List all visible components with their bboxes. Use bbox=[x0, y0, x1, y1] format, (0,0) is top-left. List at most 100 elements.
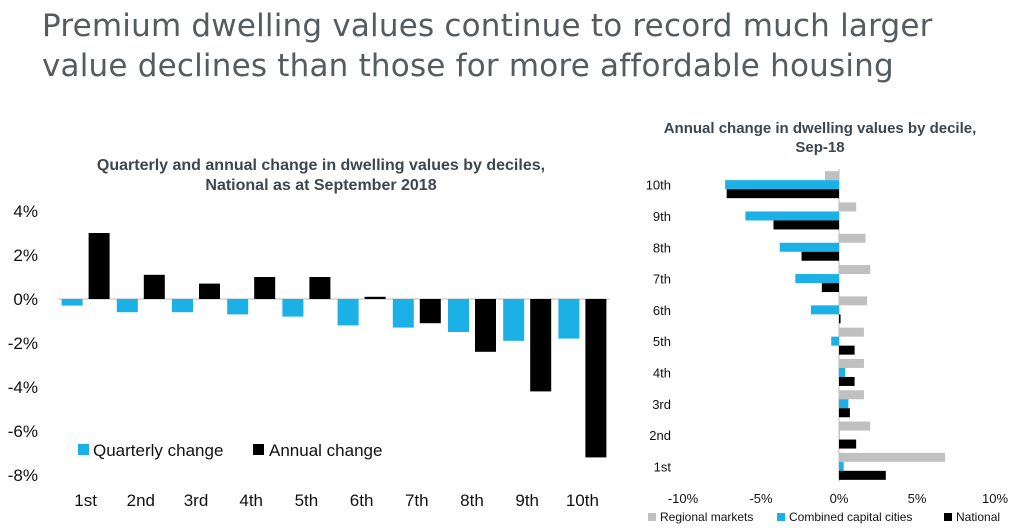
left-bar-annual-10th bbox=[585, 299, 607, 458]
left-bar-annual-6th bbox=[364, 296, 386, 299]
left-x-tick-label: 5th bbox=[295, 491, 319, 510]
right-bar-combined-1st bbox=[839, 461, 844, 471]
slide-title: Premium dwelling values continue to reco… bbox=[42, 6, 1002, 86]
legend-swatch-quarterly bbox=[78, 444, 89, 455]
right-y-tick-label: 1st bbox=[654, 459, 672, 474]
right-bar-regional-8th bbox=[839, 233, 866, 243]
right-x-tick-label: 0% bbox=[830, 491, 849, 506]
left-y-tick-label: 4% bbox=[13, 202, 38, 221]
right-bar-regional-3rd bbox=[839, 390, 864, 400]
left-x-tick-label: 9th bbox=[515, 491, 539, 510]
legend-label-national: National bbox=[956, 510, 1000, 524]
legend-label-annual: Annual change bbox=[269, 441, 382, 460]
right-bar-national-2nd bbox=[839, 439, 857, 449]
left-bar-annual-9th bbox=[530, 299, 552, 392]
left-x-tick-label: 6th bbox=[350, 491, 374, 510]
right-bar-regional-1st bbox=[839, 452, 946, 462]
right-bar-combined-5th bbox=[831, 336, 839, 346]
left-y-tick-label: 2% bbox=[13, 246, 38, 265]
left-bar-annual-2nd bbox=[143, 274, 165, 299]
right-x-tick-label: -5% bbox=[749, 491, 773, 506]
right-y-tick-label: 9th bbox=[653, 209, 671, 224]
legend-label-combined: Combined capital cities bbox=[789, 510, 912, 524]
right-bar-national-7th bbox=[821, 283, 839, 293]
right-x-tick-label: -10% bbox=[668, 491, 699, 506]
left-x-tick-label: 7th bbox=[405, 491, 429, 510]
right-bar-national-1st bbox=[839, 470, 886, 480]
right-x-tick-label: 5% bbox=[908, 491, 927, 506]
left-bar-quarterly-2nd bbox=[116, 299, 138, 313]
left-bar-quarterly-10th bbox=[558, 299, 580, 339]
legend-swatch-annual bbox=[253, 444, 264, 455]
right-bar-regional-6th bbox=[839, 296, 868, 306]
right-bar-national-8th bbox=[801, 251, 839, 261]
left-legend: Quarterly change Annual change bbox=[78, 441, 382, 460]
left-bar-annual-7th bbox=[419, 299, 441, 324]
right-bar-combined-10th bbox=[725, 180, 839, 190]
right-y-tick-label: 6th bbox=[653, 303, 671, 318]
left-bar-annual-3rd bbox=[199, 283, 220, 299]
right-y-tick-label: 4th bbox=[653, 365, 671, 380]
right-bar-regional-10th bbox=[824, 171, 839, 181]
decile-column-chart: Quarterly and annual change in dwelling … bbox=[8, 157, 610, 510]
legend-swatch-combined bbox=[777, 513, 785, 521]
left-y-tick-label: -6% bbox=[8, 422, 38, 441]
legend-label-quarterly: Quarterly change bbox=[93, 441, 223, 460]
right-bar-combined-3rd bbox=[839, 399, 849, 409]
right-bar-regional-4th bbox=[839, 358, 864, 368]
left-bar-annual-4th bbox=[254, 277, 276, 299]
right-bar-national-6th bbox=[839, 314, 841, 324]
left-x-tick-label: 2nd bbox=[127, 491, 155, 510]
legend-label-regional: Regional markets bbox=[660, 510, 753, 524]
right-x-axis: -10% -5% 0% 5% 10% bbox=[668, 491, 1009, 506]
left-y-tick-label: 0% bbox=[13, 290, 38, 309]
right-y-tick-label: 3rd bbox=[652, 397, 671, 412]
left-bar-quarterly-7th bbox=[392, 299, 414, 328]
right-bar-national-9th bbox=[773, 220, 839, 230]
left-chart-title-line-1: Quarterly and annual change in dwelling … bbox=[97, 157, 545, 174]
right-legend: Regional markets Combined capital cities… bbox=[648, 510, 1000, 524]
left-bar-annual-5th bbox=[309, 277, 331, 299]
left-bar-quarterly-8th bbox=[448, 299, 469, 332]
right-bar-combined-6th bbox=[810, 305, 839, 315]
right-chart-title-line-1: Annual change in dwelling values by deci… bbox=[664, 120, 977, 137]
slide-title-line-2: value declines than those for more affor… bbox=[42, 48, 894, 84]
right-y-tick-label: 5th bbox=[653, 334, 671, 349]
left-bars bbox=[61, 233, 607, 458]
right-bar-regional-2nd bbox=[839, 421, 871, 431]
left-bar-quarterly-3rd bbox=[172, 299, 193, 313]
right-bar-national-5th bbox=[839, 345, 855, 355]
right-bars bbox=[725, 171, 946, 480]
slide-title-line-1: Premium dwelling values continue to reco… bbox=[42, 8, 933, 44]
left-bar-annual-8th bbox=[475, 299, 496, 352]
left-x-tick-label: 1st bbox=[74, 491, 97, 510]
right-y-tick-label: 10th bbox=[646, 178, 671, 193]
left-x-axis: 1st 2nd 3rd 4th 5th 6th 7th 8th 9th 10th bbox=[74, 491, 599, 510]
right-bar-combined-8th bbox=[779, 242, 839, 252]
left-bar-quarterly-1st bbox=[61, 299, 83, 306]
left-y-axis: 4% 2% 0% -2% -4% -6% -8% bbox=[8, 202, 38, 485]
right-bar-combined-9th bbox=[745, 211, 839, 221]
left-bar-quarterly-5th bbox=[282, 299, 304, 317]
legend-swatch-national bbox=[944, 513, 952, 521]
right-bar-national-10th bbox=[726, 189, 839, 199]
right-y-tick-label: 7th bbox=[653, 272, 671, 287]
left-y-tick-label: -4% bbox=[8, 378, 38, 397]
left-bar-quarterly-4th bbox=[227, 299, 249, 315]
left-x-tick-label: 10th bbox=[566, 491, 599, 510]
right-bar-regional-7th bbox=[839, 265, 871, 275]
right-bar-combined-7th bbox=[795, 274, 839, 284]
left-bar-quarterly-9th bbox=[503, 299, 525, 341]
right-bar-national-4th bbox=[839, 376, 855, 386]
left-chart-title-line-2: National as at September 2018 bbox=[205, 177, 436, 194]
left-bar-annual-1st bbox=[88, 233, 110, 299]
left-x-tick-label: 8th bbox=[460, 491, 484, 510]
right-bar-regional-5th bbox=[839, 327, 864, 337]
right-bar-national-3rd bbox=[839, 408, 850, 418]
left-y-tick-label: -8% bbox=[8, 466, 38, 485]
right-x-tick-label: 10% bbox=[982, 491, 1008, 506]
left-y-tick-label: -2% bbox=[8, 334, 38, 353]
left-bar-quarterly-6th bbox=[337, 299, 359, 326]
right-bar-regional-9th bbox=[839, 202, 857, 212]
right-chart-title-line-2: Sep-18 bbox=[795, 139, 844, 156]
